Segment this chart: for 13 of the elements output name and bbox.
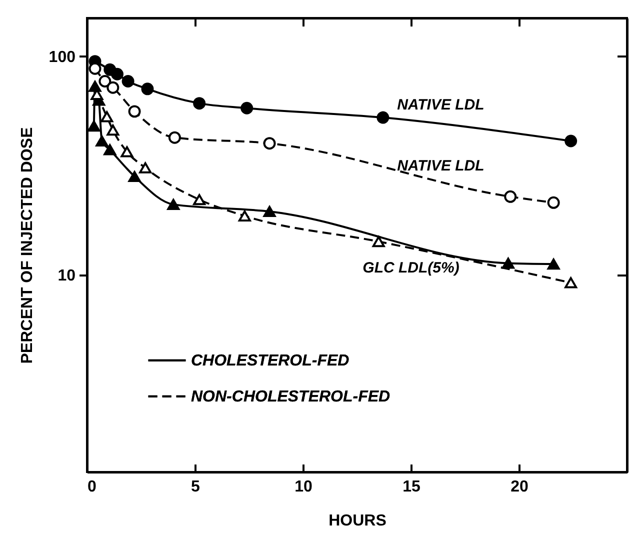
y-axis-title: PERCENT OF INJECTED DOSE — [18, 126, 36, 364]
x-tick-label: 20 — [510, 478, 528, 496]
legend-label: CHOLESTEROL-FED — [191, 352, 350, 370]
annotation: GLC LDL(5%) — [362, 260, 460, 277]
x-tick-label: 0 — [88, 478, 96, 496]
y-tick-label: 100 — [48, 48, 76, 66]
x-tick-label: 15 — [402, 478, 420, 496]
x-axis-title: HOURS — [328, 512, 387, 530]
legend-label: NON-CHOLESTEROL-FED — [191, 388, 391, 406]
annotation: NATIVE LDL — [397, 158, 484, 175]
annotation: NATIVE LDL — [397, 96, 484, 114]
x-tick-label: 5 — [191, 478, 200, 496]
x-tick-label: 10 — [294, 478, 312, 496]
